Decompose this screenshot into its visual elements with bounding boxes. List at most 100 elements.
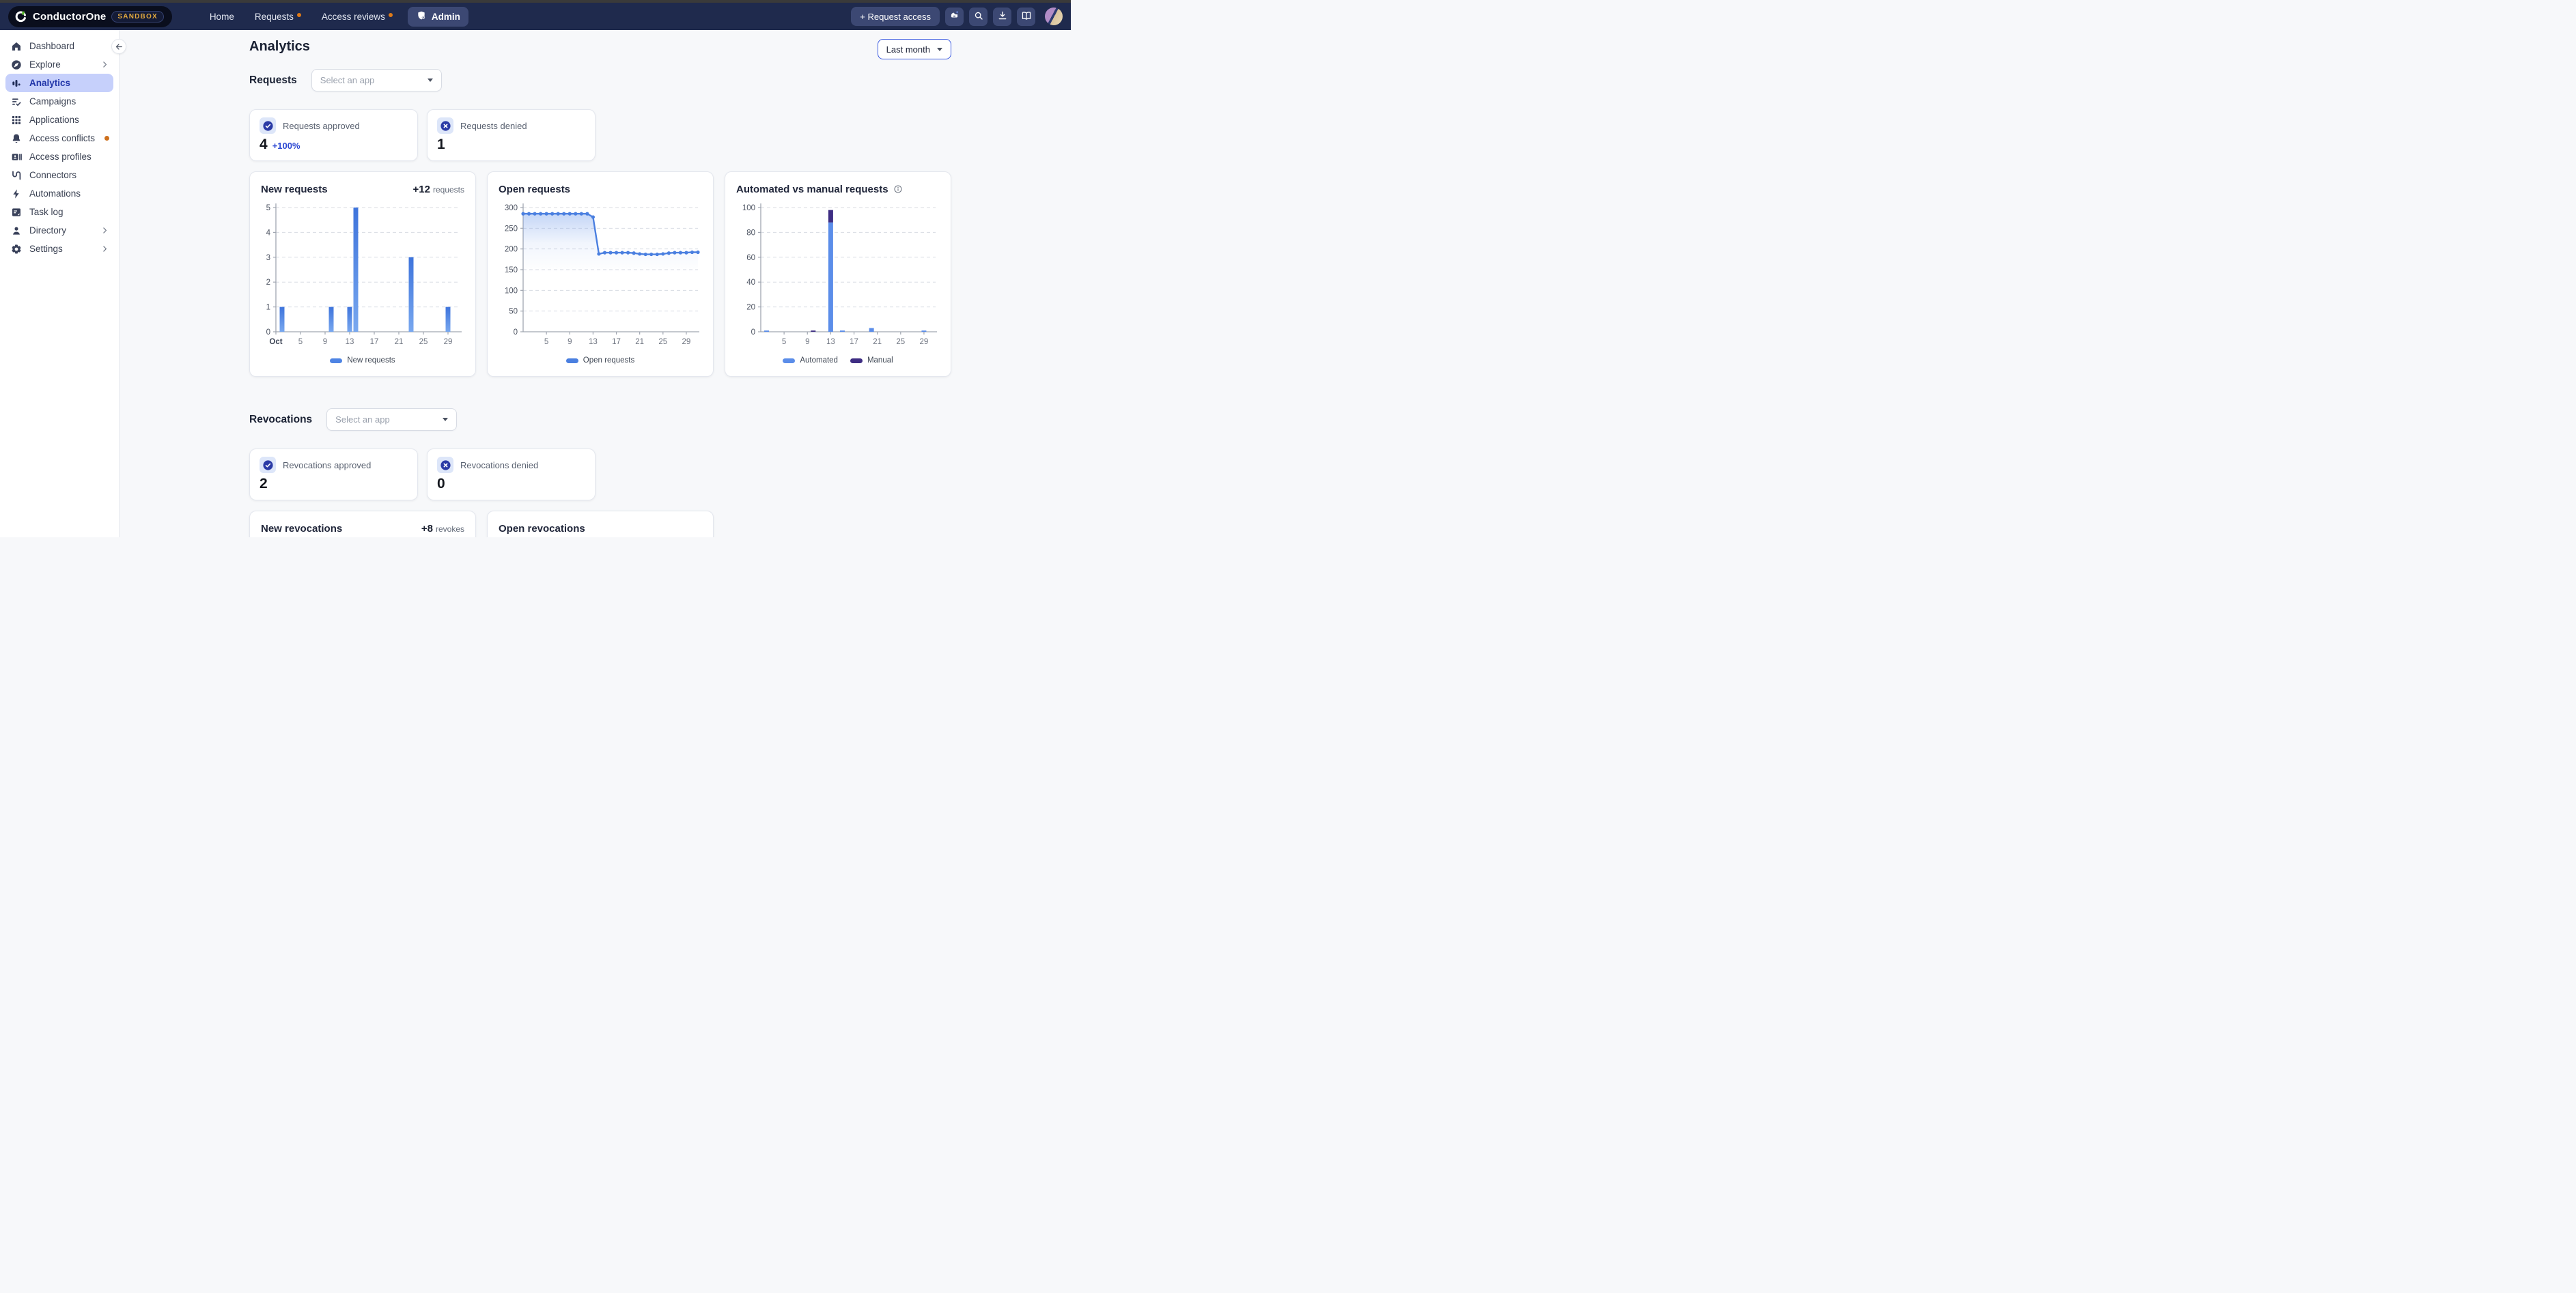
bolt-icon bbox=[11, 188, 22, 199]
legend-item-open-requests: Open requests bbox=[566, 356, 634, 365]
sidebar-item-applications[interactable]: Applications bbox=[0, 111, 119, 129]
page-title: Analytics bbox=[249, 39, 310, 55]
svg-text:29: 29 bbox=[682, 338, 691, 346]
svg-text:13: 13 bbox=[589, 338, 598, 346]
assistant-button[interactable] bbox=[945, 8, 964, 26]
sidebar-item-label: Applications bbox=[29, 115, 79, 125]
approved-check-icon bbox=[260, 117, 276, 134]
svg-text:25: 25 bbox=[419, 338, 428, 346]
legend-swatch bbox=[566, 358, 578, 363]
requests-section: Requests Select an app Requests approved… bbox=[249, 69, 951, 377]
nav-item-access-reviews[interactable]: Access reviews bbox=[322, 12, 393, 22]
info-icon[interactable] bbox=[893, 184, 903, 194]
svg-text:0: 0 bbox=[266, 328, 270, 337]
svg-text:50: 50 bbox=[509, 308, 518, 316]
requests-app-select-placeholder: Select an app bbox=[320, 75, 375, 85]
sidebar-collapse-button[interactable] bbox=[111, 39, 126, 54]
svg-text:25: 25 bbox=[896, 338, 905, 346]
person-icon bbox=[11, 225, 22, 236]
home-icon bbox=[11, 41, 22, 52]
svg-text:17: 17 bbox=[612, 338, 621, 346]
svg-text:250: 250 bbox=[505, 225, 518, 233]
revocations-stats-row: Revocations approved2Revocations denied0 bbox=[249, 449, 951, 500]
automated-vs-manual-plot: 020406080100591317212529 bbox=[736, 198, 941, 356]
chart-title: Automated vs manual requests bbox=[736, 184, 888, 195]
chart-title: Open revocations bbox=[499, 523, 585, 535]
svg-text:5: 5 bbox=[782, 338, 786, 346]
requests-stats-row: Requests approved4+100%Requests denied1 bbox=[249, 109, 951, 161]
sidebar-item-access-conflicts[interactable]: Access conflicts bbox=[0, 129, 119, 147]
chevron-right-icon bbox=[100, 60, 109, 69]
denied-x-icon bbox=[437, 117, 453, 134]
sidebar-item-label: Analytics bbox=[29, 78, 70, 88]
search-button[interactable] bbox=[969, 8, 988, 26]
download-button[interactable] bbox=[993, 8, 1011, 26]
sidebar-item-label: Automations bbox=[29, 188, 81, 199]
chevron-right-icon bbox=[100, 226, 109, 235]
sidebar-item-label: Dashboard bbox=[29, 41, 74, 51]
legend-label: Automated bbox=[800, 356, 838, 365]
legend-label: Manual bbox=[867, 356, 893, 365]
admin-button[interactable]: Admin bbox=[408, 7, 468, 27]
bell-icon bbox=[11, 133, 22, 144]
notification-dot bbox=[297, 13, 301, 17]
chart-legend: Automated Manual bbox=[736, 356, 940, 365]
svg-text:29: 29 bbox=[920, 338, 929, 346]
revocations-section-title: Revocations bbox=[249, 414, 312, 426]
period-select-button[interactable]: Last month bbox=[878, 39, 951, 59]
caret-down-icon bbox=[443, 418, 448, 421]
chart-legend: Open requests bbox=[499, 356, 702, 365]
sidebar-item-task-log[interactable]: Task log bbox=[0, 203, 119, 221]
open-requests-plot: 050100150200250300591317212529 bbox=[499, 198, 703, 356]
stat-card-requests-denied: Requests denied1 bbox=[427, 109, 596, 161]
user-avatar[interactable] bbox=[1045, 8, 1063, 25]
sidebar-item-label: Settings bbox=[29, 244, 63, 254]
sidebar-item-automations[interactable]: Automations bbox=[0, 184, 119, 203]
id-card-icon bbox=[11, 152, 22, 162]
assistant-icon bbox=[949, 10, 960, 23]
svg-text:9: 9 bbox=[805, 338, 809, 346]
denied-x-icon bbox=[437, 457, 453, 473]
revocations-app-select[interactable]: Select an app bbox=[326, 408, 457, 431]
stat-card-requests-approved: Requests approved4+100% bbox=[249, 109, 418, 161]
nav-item-label: Requests bbox=[255, 12, 294, 22]
svg-text:17: 17 bbox=[850, 338, 858, 346]
list-check-icon bbox=[11, 96, 22, 107]
legend-item-automated: Automated bbox=[783, 356, 838, 365]
revocations-charts-row: New revocations+8revokesOpen revocations bbox=[249, 511, 951, 537]
docs-button[interactable] bbox=[1017, 8, 1035, 26]
sidebar-item-label: Connectors bbox=[29, 170, 76, 180]
requests-app-select[interactable]: Select an app bbox=[311, 69, 442, 91]
svg-text:100: 100 bbox=[742, 204, 755, 212]
navbar-actions: + Request access bbox=[851, 7, 1063, 26]
request-access-button[interactable]: + Request access bbox=[851, 7, 940, 26]
svg-text:40: 40 bbox=[746, 279, 755, 287]
sidebar-item-explore[interactable]: Explore bbox=[0, 55, 119, 74]
legend-label: New requests bbox=[347, 356, 395, 365]
svg-text:150: 150 bbox=[505, 266, 518, 274]
svg-text:Oct: Oct bbox=[269, 338, 282, 346]
sidebar-item-connectors[interactable]: Connectors bbox=[0, 166, 119, 184]
sidebar-item-dashboard[interactable]: Dashboard bbox=[0, 37, 119, 55]
stat-label: Revocations denied bbox=[460, 460, 538, 470]
svg-text:21: 21 bbox=[873, 338, 882, 346]
caret-down-icon bbox=[937, 48, 942, 51]
legend-swatch bbox=[330, 358, 342, 363]
svg-text:200: 200 bbox=[505, 246, 518, 254]
sidebar-item-access-profiles[interactable]: Access profiles bbox=[0, 147, 119, 166]
chart-title: Open requests bbox=[499, 184, 570, 195]
sidebar-item-label: Directory bbox=[29, 225, 66, 236]
svg-text:25: 25 bbox=[658, 338, 667, 346]
nav-item-requests[interactable]: Requests bbox=[255, 12, 301, 22]
svg-text:13: 13 bbox=[826, 338, 835, 346]
sidebar: Dashboard Explore Analytics Campaigns Applic… bbox=[0, 30, 120, 537]
sidebar-item-directory[interactable]: Directory bbox=[0, 221, 119, 240]
svg-text:20: 20 bbox=[746, 304, 755, 312]
nav-item-home[interactable]: Home bbox=[210, 12, 234, 22]
brand-logo[interactable]: ConductorOne SANDBOX bbox=[8, 6, 172, 27]
sidebar-item-campaigns[interactable]: Campaigns bbox=[0, 92, 119, 111]
sidebar-item-analytics[interactable]: Analytics bbox=[5, 74, 113, 92]
svg-text:100: 100 bbox=[505, 287, 518, 295]
sidebar-item-settings[interactable]: Settings bbox=[0, 240, 119, 258]
stat-card-revocations-denied: Revocations denied0 bbox=[427, 449, 596, 500]
